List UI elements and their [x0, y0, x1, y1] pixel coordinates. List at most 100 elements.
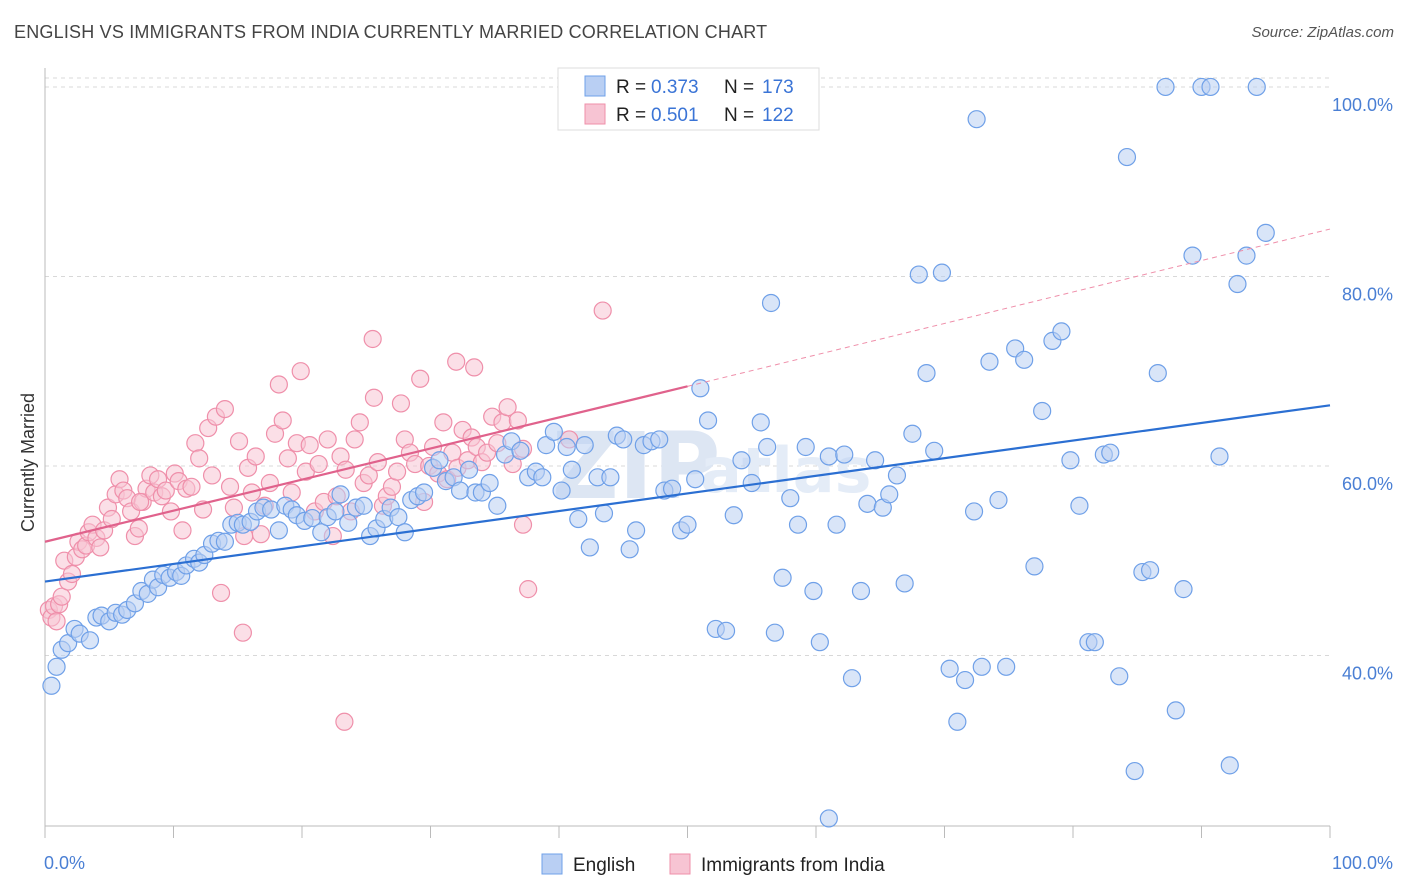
x-tick-label: 0.0% — [44, 853, 85, 873]
english-point — [796, 437, 815, 457]
india-point — [129, 519, 148, 538]
english-point — [1110, 667, 1129, 686]
india-point — [382, 477, 402, 496]
english-point — [967, 110, 986, 129]
india-point — [359, 466, 378, 485]
english-point — [269, 521, 288, 540]
bottom-legend-swatch-english — [541, 853, 563, 875]
india-point — [519, 580, 538, 599]
chart-title: ENGLISH VS IMMIGRANTS FROM INDIA CURRENT… — [14, 22, 768, 42]
english-point — [552, 481, 571, 500]
english-point — [925, 441, 944, 460]
english-point — [339, 513, 358, 532]
chart-source: Source: ZipAtlas.com — [1251, 24, 1394, 41]
english-point — [895, 574, 914, 593]
english-point — [903, 424, 922, 443]
india-point — [62, 564, 82, 584]
english-point — [781, 489, 800, 508]
india-point — [508, 411, 527, 430]
india-point — [190, 449, 209, 468]
english-point — [758, 437, 777, 457]
english-point — [1052, 322, 1071, 341]
legend-r-label-english: R = — [616, 77, 646, 98]
english-point — [1174, 580, 1193, 599]
y-axis-label: Currently Married — [18, 393, 38, 532]
india-point — [513, 515, 533, 534]
india-point — [593, 301, 612, 320]
english-point — [887, 466, 907, 485]
english-point — [773, 568, 792, 587]
english-point — [459, 460, 479, 479]
english-point — [601, 468, 620, 487]
india-point — [47, 612, 66, 631]
y-tick-label: 100.0% — [1332, 95, 1393, 115]
y-tick-label: 40.0% — [1342, 663, 1393, 683]
english-point — [1220, 756, 1239, 775]
english-point — [354, 496, 373, 515]
english-point — [1166, 701, 1185, 720]
series-english-points — [42, 77, 1275, 828]
india-point — [364, 388, 384, 407]
english-point — [620, 540, 639, 559]
india-point — [273, 411, 292, 430]
english-point — [450, 481, 470, 500]
india-point — [229, 432, 249, 451]
series-india-points — [39, 301, 612, 731]
english-point — [765, 623, 784, 642]
english-point — [594, 504, 614, 523]
english-point — [1148, 363, 1167, 383]
india-point — [363, 329, 382, 349]
english-point — [488, 496, 507, 515]
english-point — [1070, 496, 1089, 515]
english-point — [1210, 447, 1229, 466]
english-point — [1101, 443, 1120, 462]
trend-line-india-extension — [687, 228, 1331, 387]
india-point — [345, 430, 364, 449]
english-point — [880, 485, 899, 504]
legend-swatch-english — [584, 75, 606, 97]
english-point — [1117, 147, 1137, 167]
english-point — [788, 515, 808, 534]
english-point — [989, 490, 1008, 510]
india-point — [246, 447, 265, 466]
india-point — [224, 498, 243, 517]
english-point — [698, 411, 718, 430]
english-point — [686, 470, 705, 489]
axes — [44, 68, 1331, 838]
india-point — [156, 481, 175, 500]
english-point — [964, 502, 984, 521]
english-point — [932, 263, 952, 282]
india-point — [233, 623, 252, 642]
english-point — [511, 441, 530, 460]
bottom-legend: English Immigrants from India — [541, 853, 885, 876]
english-point — [835, 445, 854, 464]
x-tick-label: 100.0% — [1332, 853, 1393, 873]
india-point — [173, 521, 192, 540]
english-point — [917, 363, 936, 383]
india-point — [498, 398, 517, 417]
english-point — [1228, 274, 1247, 294]
english-point — [626, 521, 646, 540]
english-point — [662, 479, 682, 498]
india-point — [52, 587, 71, 606]
india-point — [291, 362, 310, 381]
english-point — [819, 447, 838, 466]
trend-line-english — [44, 404, 1331, 583]
english-point — [716, 621, 736, 640]
india-point — [186, 434, 205, 453]
english-point — [557, 437, 576, 457]
english-point — [1256, 223, 1275, 242]
english-point — [1085, 633, 1104, 652]
english-point — [414, 483, 434, 502]
india-point — [182, 477, 201, 496]
india-point — [465, 358, 484, 377]
trend-lines — [44, 228, 1331, 583]
english-point — [1140, 561, 1160, 580]
watermark: ZIP atlas — [552, 413, 871, 520]
english-point — [691, 379, 710, 398]
india-point — [269, 375, 288, 394]
india-point — [278, 449, 297, 468]
english-point — [1061, 451, 1080, 470]
english-point — [940, 659, 959, 678]
